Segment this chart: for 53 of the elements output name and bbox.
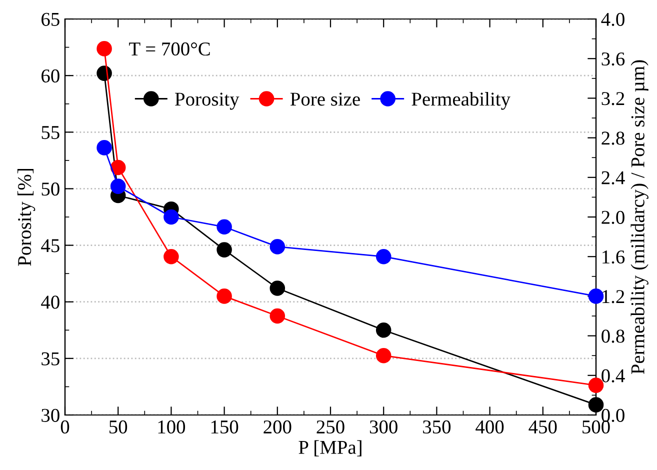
point — [216, 219, 232, 235]
point — [216, 288, 232, 304]
point — [588, 288, 604, 304]
y2-tick-label: 0.0 — [602, 408, 624, 422]
y-tick-label: 65 — [42, 12, 60, 26]
y2-tick-label: 3.2 — [602, 92, 624, 106]
x-tick-label: 200 — [264, 420, 292, 434]
point — [270, 308, 286, 324]
x-tick-label: 350 — [423, 420, 451, 434]
y2-axis-title: Permeability (milidarcy) / Pore size µm) — [630, 60, 648, 374]
point — [376, 348, 392, 364]
point — [216, 242, 232, 258]
point — [270, 280, 286, 296]
y-tick-label: 55 — [42, 126, 60, 140]
point — [270, 239, 286, 254]
y2-tick-label: 2.4 — [602, 171, 625, 184]
point — [376, 248, 392, 264]
x-tick-label: 300 — [370, 420, 398, 434]
x-tick-label: 100 — [158, 420, 186, 434]
x-tick-label: 50 — [110, 420, 128, 434]
y2-tick-label: 1.6 — [602, 250, 625, 264]
x-tick-label: 400 — [476, 420, 504, 434]
annotation: T = 700°C — [129, 42, 210, 56]
legend-label: Pore size — [290, 92, 360, 106]
point — [110, 178, 126, 194]
point — [164, 248, 179, 264]
y-tick-label: 35 — [42, 352, 60, 366]
x-tick-label: 250 — [316, 420, 344, 434]
point — [96, 41, 112, 56]
x-tick-label: 150 — [211, 420, 238, 434]
x-tick-label: 450 — [528, 420, 557, 434]
y2-tick-label: 0.4 — [602, 369, 625, 382]
point — [376, 322, 392, 338]
y-tick-label: 30 — [42, 408, 60, 422]
y-tick-label: 40 — [41, 296, 60, 309]
y2-tick-label: 0.8 — [602, 330, 624, 343]
legend-label: Porosity — [175, 92, 240, 110]
x-axis-title: P [MPa] — [298, 440, 362, 456]
point — [96, 140, 112, 156]
y-tick-label: 60 — [42, 69, 60, 83]
point — [110, 160, 126, 176]
y2-tick-label: 1.2 — [602, 290, 624, 304]
y-tick-label: 50 — [42, 182, 60, 196]
y2-tick-label: 2.0 — [602, 210, 624, 224]
y-tick-label: 45 — [41, 239, 60, 252]
point — [164, 209, 179, 225]
y-axis-title: Porosity [%] — [17, 169, 36, 266]
y2-tick-label: 2.8 — [602, 132, 624, 145]
y2-tick-label: 3.6 — [602, 52, 625, 66]
x-tick-label: 500 — [582, 420, 610, 434]
y2-tick-label: 4.0 — [601, 12, 624, 26]
x-tick-label: 0 — [60, 420, 70, 434]
legend-label: Permeability — [412, 92, 510, 110]
